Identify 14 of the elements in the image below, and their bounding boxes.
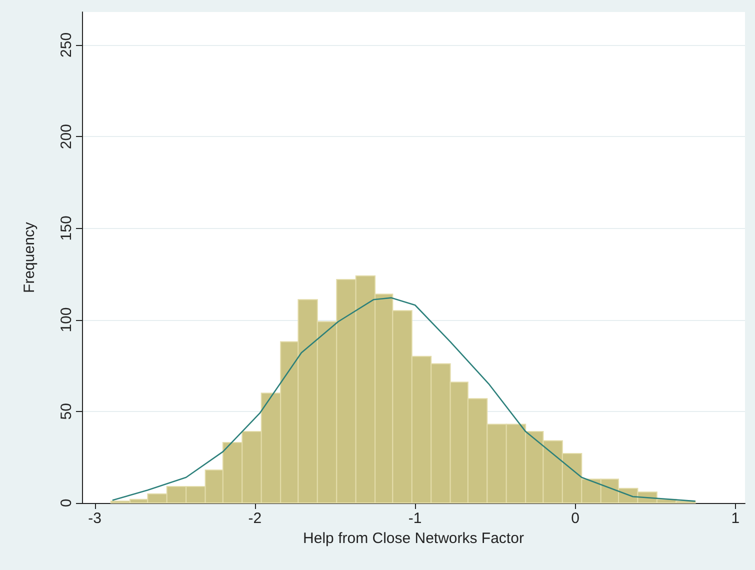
line-series bbox=[112, 297, 696, 502]
y-tick-label: 0 bbox=[58, 498, 75, 508]
y-tick-label: 50 bbox=[58, 403, 75, 420]
x-tick-label: 0 bbox=[571, 510, 580, 527]
x-tick-label: -2 bbox=[248, 510, 262, 527]
y-tick-label: 100 bbox=[58, 307, 75, 332]
y-axis-title: Frequency bbox=[21, 222, 38, 293]
x-tick-label: -3 bbox=[88, 510, 102, 527]
y-tick-label: 200 bbox=[58, 124, 75, 150]
x-tick-label: -1 bbox=[408, 510, 422, 527]
x-axis-title: Help from Close Networks Factor bbox=[303, 530, 524, 547]
y-tick-label: 150 bbox=[58, 216, 75, 241]
x-tick-label: 1 bbox=[731, 510, 740, 527]
y-tick-label: 250 bbox=[58, 32, 75, 58]
